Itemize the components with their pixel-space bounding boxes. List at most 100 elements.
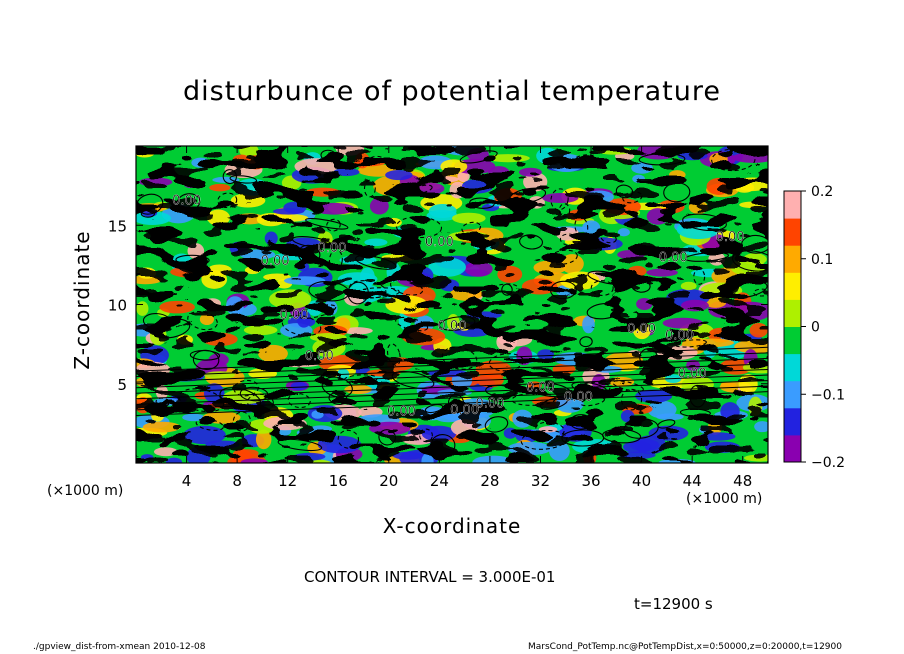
x-tick-label: 44	[683, 472, 702, 490]
contour-label: 0.00	[678, 366, 707, 381]
contour-solid	[679, 408, 711, 418]
contour-dashed	[195, 418, 224, 431]
colorbar-segment	[784, 218, 801, 246]
x-tick-label: 48	[733, 472, 752, 490]
contour-layer-line	[136, 368, 768, 394]
x-tick-label: 36	[581, 472, 600, 490]
colorbar-tick-label: −0.1	[811, 387, 845, 403]
contour-solid	[140, 209, 155, 218]
colorbar-segment	[784, 272, 801, 300]
contour-dashed	[572, 154, 595, 164]
colorbar-tick-label: 0	[811, 320, 820, 336]
contour-label: 0.00	[425, 235, 454, 250]
x-tick-label: 40	[632, 472, 651, 490]
contour-solid	[579, 336, 593, 348]
contour-solid	[222, 169, 237, 185]
contour-layer-line	[136, 346, 768, 372]
contour-solid	[189, 350, 221, 361]
x-tick-label: 24	[430, 472, 449, 490]
contour-solid	[175, 254, 210, 266]
contour-dashed	[753, 288, 768, 297]
contour-solid	[615, 184, 634, 199]
contour-label: 0.00	[305, 349, 334, 364]
contour-dashed	[693, 268, 706, 285]
contour-label: 0.00	[564, 390, 593, 405]
chart-title: disturbunce of potential temperature	[183, 76, 721, 107]
contour-dashed	[549, 249, 578, 265]
contour-solid	[424, 404, 444, 414]
contour-solid	[663, 182, 691, 203]
contour-dashed	[389, 279, 424, 296]
contour-layer-line	[136, 374, 768, 400]
contour-solid	[519, 234, 543, 250]
contour-dashed	[395, 216, 443, 239]
contour-dashed	[711, 148, 756, 172]
colorbar-tick-label: −0.2	[811, 455, 845, 471]
x-axis-label: X-coordinate	[382, 514, 522, 538]
contour-label: 0.00	[475, 397, 504, 412]
contour-dashed	[488, 393, 502, 410]
contour-layer-line	[136, 391, 768, 416]
contour-solid	[682, 213, 727, 232]
contour-solid	[142, 313, 172, 330]
contour-solid	[391, 370, 435, 390]
contour-dashed	[232, 411, 251, 432]
x-axis-unit-right: (×1000 m)	[686, 491, 763, 507]
contour-solid	[229, 175, 258, 184]
contour-dashed	[217, 192, 238, 209]
contour-solid	[305, 217, 349, 230]
colorbar-segment	[784, 326, 801, 355]
y-tick-label: 5	[117, 376, 127, 394]
contour-solid	[176, 193, 201, 212]
contour-solid	[136, 193, 164, 215]
contour-solid	[320, 149, 337, 162]
contour-solid	[291, 236, 333, 249]
x-tick-label: 12	[278, 472, 297, 490]
contour-solid	[355, 255, 397, 270]
contour-layer-line	[136, 363, 768, 389]
colorbar-tick-label: 0.1	[811, 252, 833, 268]
x-tick-label: 8	[232, 472, 242, 490]
contour-dashed	[441, 346, 478, 370]
contour-solid	[631, 279, 651, 293]
x-tick-label: 28	[480, 472, 499, 490]
contour-dashed	[550, 188, 569, 211]
x-tick-label: 20	[379, 472, 398, 490]
colorbar-tick-label: 0.2	[811, 184, 833, 200]
contour-label: 0.00	[659, 251, 688, 266]
contour-dashed	[509, 196, 532, 206]
contour-solid	[539, 397, 568, 410]
contour-solid	[728, 281, 768, 299]
footer-right: MarsCond_PotTemp.nc@PotTempDist,x=0:5000…	[528, 642, 842, 652]
contour-solid	[741, 234, 768, 254]
contour-solid	[684, 252, 730, 262]
contour-dashed	[483, 283, 520, 303]
contour-dashed	[281, 314, 322, 337]
colorbar-segment	[784, 191, 801, 219]
contour-label: 0.00	[387, 404, 416, 419]
contour-dashed	[520, 429, 568, 450]
contour-solid	[469, 197, 495, 209]
contour-solid	[438, 316, 476, 331]
y-tick-label: 15	[108, 217, 127, 235]
contour-dashed	[590, 280, 614, 296]
x-tick-label: 32	[531, 472, 550, 490]
contour-dashed	[620, 388, 643, 411]
contour-solid	[430, 434, 456, 456]
contour-dashed	[337, 429, 360, 449]
footer-left: ./gpview_dist-from-xmean 2010-12-08	[33, 642, 206, 652]
contour-solid	[484, 416, 509, 433]
contour-interval-text: CONTOUR INTERVAL = 3.000E-01	[304, 568, 556, 586]
contour-dashed	[535, 421, 565, 438]
contour-solid	[732, 250, 768, 272]
y-tick-label: 10	[108, 297, 127, 315]
contour-dashed	[395, 316, 429, 332]
contour-layer-line	[136, 352, 768, 378]
contour-dashed	[612, 380, 644, 392]
contour-dashed	[600, 232, 617, 244]
x-tick-label: 16	[329, 472, 348, 490]
colorbar-segment	[784, 245, 801, 273]
contour-solid	[501, 283, 513, 296]
contour-solid	[638, 153, 686, 166]
